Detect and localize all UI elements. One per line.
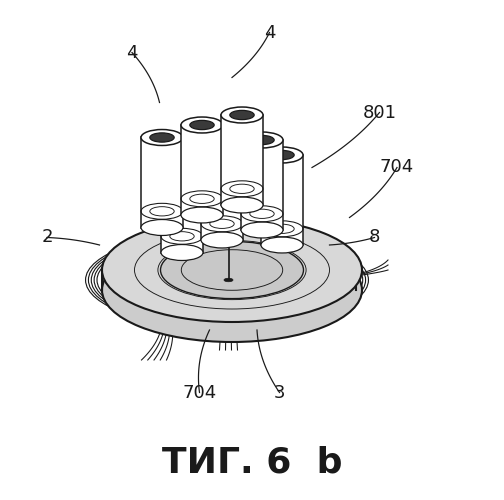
Ellipse shape (241, 132, 283, 148)
Ellipse shape (190, 194, 214, 203)
Ellipse shape (270, 150, 294, 160)
Text: 3: 3 (274, 384, 285, 402)
Ellipse shape (224, 278, 233, 282)
Ellipse shape (221, 197, 263, 213)
Ellipse shape (141, 130, 183, 146)
Ellipse shape (217, 232, 240, 240)
Polygon shape (241, 140, 283, 230)
Ellipse shape (221, 233, 236, 239)
Ellipse shape (102, 238, 362, 342)
Ellipse shape (241, 222, 283, 238)
Text: 8: 8 (369, 228, 380, 246)
Text: 704: 704 (380, 158, 414, 176)
Text: ΤИГ. 6  b: ΤИГ. 6 b (162, 446, 342, 480)
Ellipse shape (250, 136, 274, 144)
Polygon shape (221, 115, 263, 205)
Ellipse shape (190, 120, 214, 130)
Ellipse shape (210, 219, 234, 228)
Ellipse shape (161, 244, 203, 260)
Ellipse shape (210, 146, 234, 154)
Text: 801: 801 (362, 104, 397, 122)
Ellipse shape (201, 232, 243, 248)
Polygon shape (161, 162, 203, 252)
Polygon shape (261, 155, 303, 245)
Text: 2: 2 (41, 228, 53, 246)
Ellipse shape (170, 158, 194, 167)
Ellipse shape (261, 237, 303, 253)
Ellipse shape (230, 110, 254, 120)
Ellipse shape (221, 107, 263, 123)
Ellipse shape (141, 220, 183, 236)
Polygon shape (141, 138, 183, 228)
Ellipse shape (160, 242, 303, 298)
Text: 4: 4 (126, 44, 138, 62)
Ellipse shape (181, 207, 223, 223)
Text: 4: 4 (264, 24, 275, 42)
Ellipse shape (270, 224, 294, 234)
Polygon shape (201, 150, 243, 240)
Polygon shape (181, 125, 223, 215)
Ellipse shape (150, 133, 174, 142)
Ellipse shape (261, 147, 303, 163)
Ellipse shape (201, 142, 243, 158)
Ellipse shape (250, 209, 274, 218)
Ellipse shape (170, 232, 194, 241)
Ellipse shape (230, 184, 254, 194)
Ellipse shape (150, 206, 174, 216)
Ellipse shape (181, 117, 223, 133)
Ellipse shape (161, 154, 203, 170)
Ellipse shape (102, 218, 362, 322)
Text: 704: 704 (182, 384, 217, 402)
